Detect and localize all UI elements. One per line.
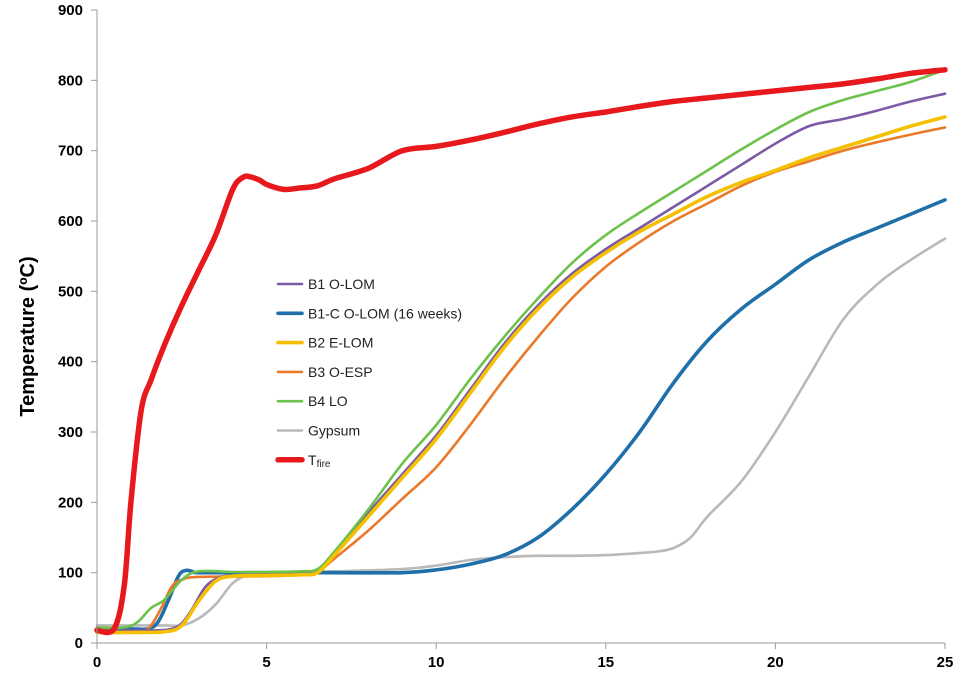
legend-label-main: B1 O-LOM xyxy=(308,276,375,292)
legend: B1 O-LOM B1-C O-LOM (16 weeks) B2 E-LOM B3 … xyxy=(275,276,462,470)
legend-label: Tfire xyxy=(308,452,331,470)
y-tick-label: 700 xyxy=(58,143,83,160)
series-line-gypsum xyxy=(95,237,947,628)
y-axis-title: Temperature (ºC) xyxy=(17,256,39,416)
legend-label: B4 LO xyxy=(308,393,348,409)
legend-label-main: B2 E-LOM xyxy=(308,335,373,351)
x-tick-label: 20 xyxy=(767,654,784,671)
legend-label-main: T xyxy=(308,452,317,468)
x-tick-label: 5 xyxy=(262,654,270,671)
x-axis-ticks: 0 5 10 15 20 25 xyxy=(93,643,954,671)
y-tick-label: 800 xyxy=(58,72,83,89)
legend-item-b2-e-lom: B2 E-LOM xyxy=(276,335,373,351)
x-tick-label: 25 xyxy=(937,654,954,671)
y-tick-label: 100 xyxy=(58,565,83,582)
legend-item-b4-lo: B4 LO xyxy=(276,393,348,409)
legend-label-main: Gypsum xyxy=(308,423,360,439)
y-tick-label: 500 xyxy=(58,283,83,300)
y-tick-label: 400 xyxy=(58,354,83,371)
y-tick-label: 300 xyxy=(58,424,83,441)
legend-label-main: B4 LO xyxy=(308,393,348,409)
legend-item-gypsum: Gypsum xyxy=(276,423,360,439)
series-line-b4-lo xyxy=(95,68,947,630)
y-axis-ticks: 0 100 200 300 400 500 600 700 800 900 xyxy=(58,2,97,652)
legend-label: B1 O-LOM xyxy=(308,276,375,292)
legend-label-sub: fire xyxy=(317,459,331,470)
legend-item-b3-o-esp: B3 O-ESP xyxy=(276,364,373,380)
y-tick-label: 200 xyxy=(58,494,83,511)
legend-item-tfire: Tfire xyxy=(275,452,331,470)
x-tick-label: 15 xyxy=(597,654,614,671)
y-tick-label: 0 xyxy=(75,635,83,652)
legend-label-main: B3 O-ESP xyxy=(308,364,373,380)
legend-label: B2 E-LOM xyxy=(308,335,373,351)
legend-item-b1-o-lom: B1 O-LOM xyxy=(276,276,375,292)
y-tick-label: 600 xyxy=(58,213,83,230)
series-line-b1-c-o-lom-16-weeks xyxy=(95,198,947,632)
series-line-tfire xyxy=(94,67,948,636)
x-tick-label: 0 xyxy=(93,654,101,671)
legend-label-main: B1-C O-LOM (16 weeks) xyxy=(308,305,462,321)
y-tick-label: 900 xyxy=(58,2,83,19)
legend-label: B1-C O-LOM (16 weeks) xyxy=(308,305,462,321)
series-line-b2-e-lom xyxy=(95,115,947,635)
series-lines xyxy=(94,67,948,636)
legend-label: B3 O-ESP xyxy=(308,364,373,380)
legend-label: Gypsum xyxy=(308,423,360,439)
x-tick-label: 10 xyxy=(428,654,445,671)
legend-item-b1-c-o-lom-16-weeks: B1-C O-LOM (16 weeks) xyxy=(276,305,462,321)
